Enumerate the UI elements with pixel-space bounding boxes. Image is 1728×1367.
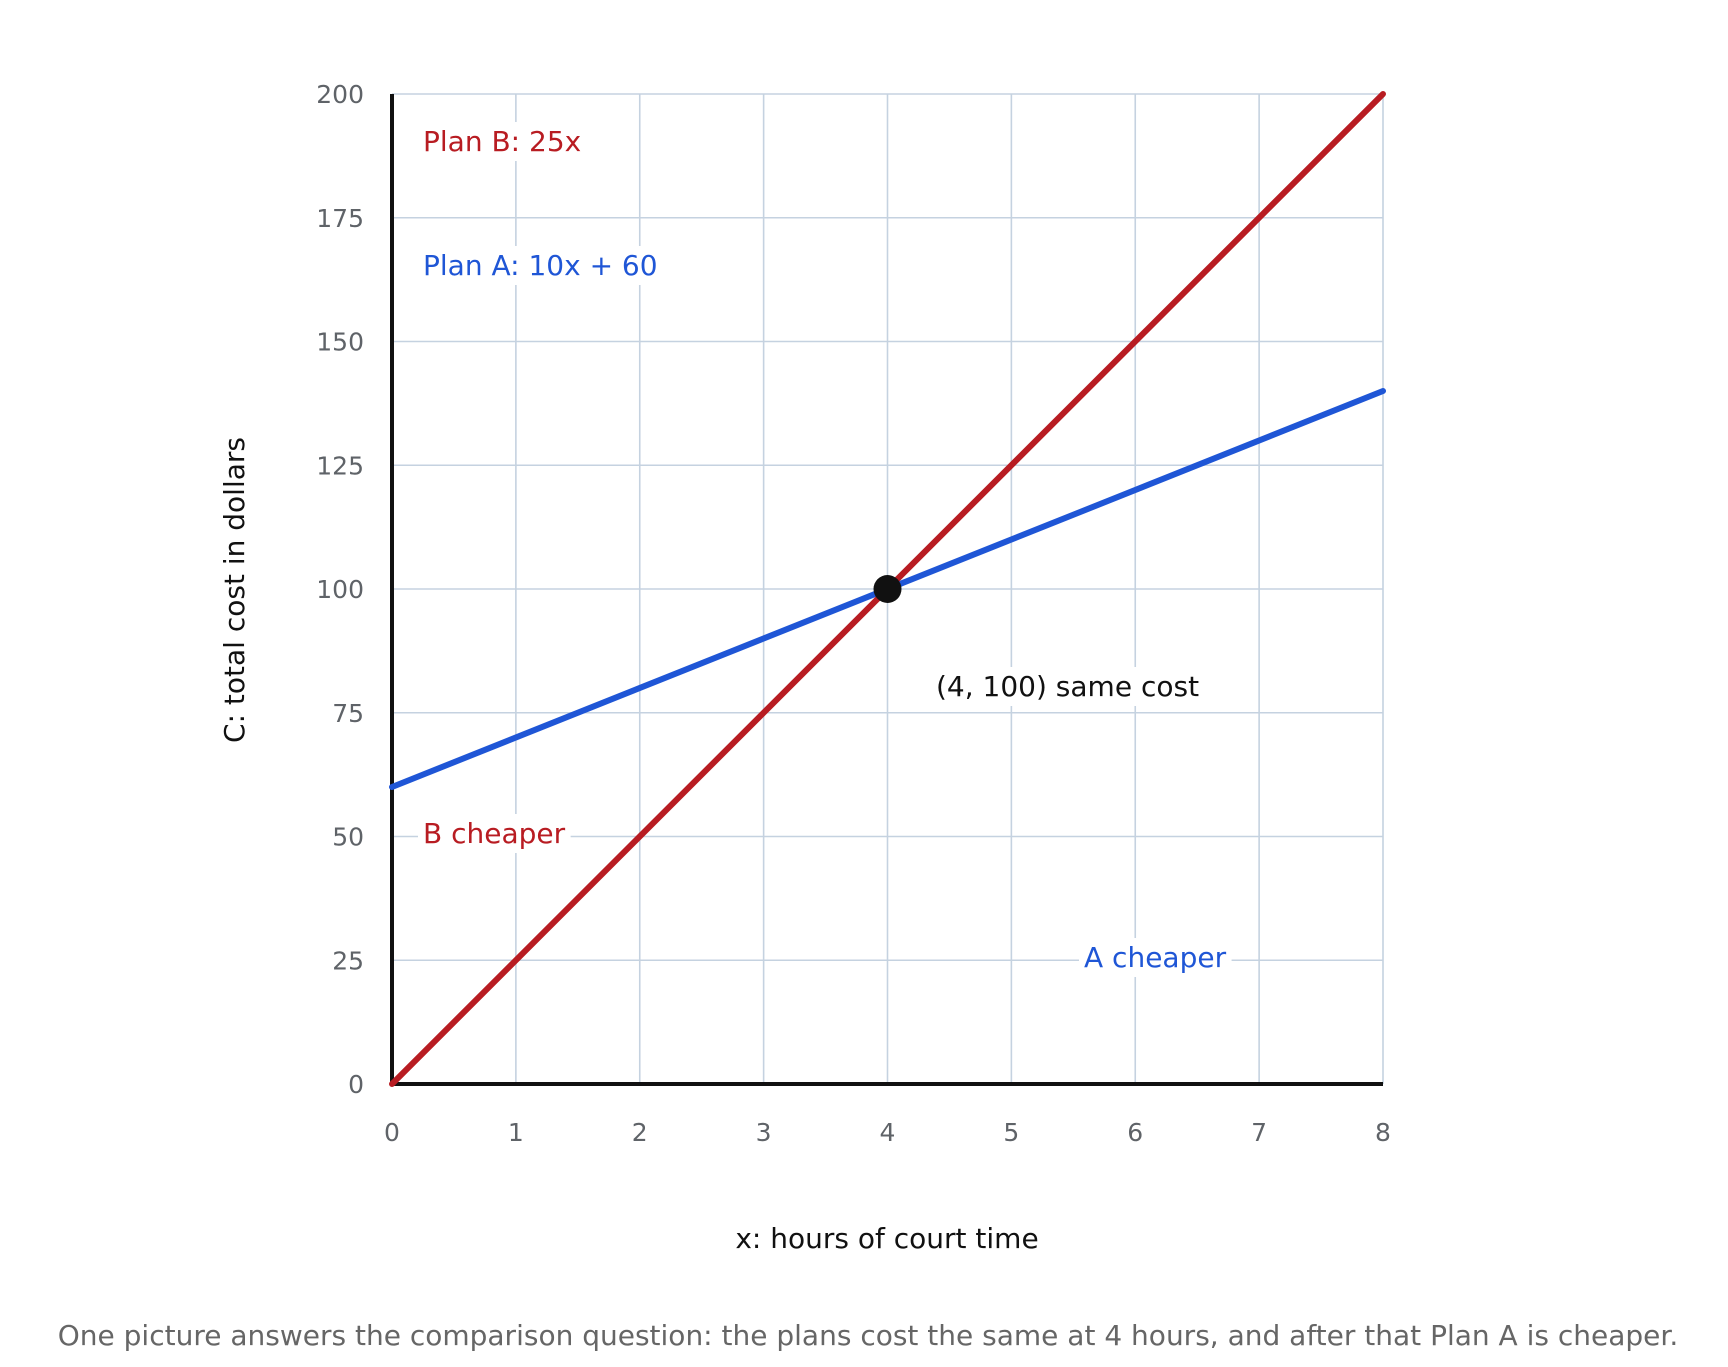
intersection-point (873, 575, 902, 603)
y-tick-label: 100 (316, 575, 364, 604)
series-label-plan-b: Plan B: 25x (423, 125, 581, 158)
x-tick-label: 3 (756, 1118, 772, 1147)
annotation-a-cheaper: A cheaper (1084, 941, 1227, 974)
x-tick-label: 0 (384, 1118, 400, 1147)
series-label-plan-a: Plan A: 10x + 60 (423, 249, 658, 282)
annotation-labels: Plan B: 25x Plan A: 10x + 60 B cheaper A… (418, 122, 1232, 977)
y-axis-title: C: total cost in dollars (218, 437, 251, 743)
axes (390, 94, 1383, 1086)
intersection-marker (873, 575, 902, 603)
x-tick-label: 4 (880, 1118, 896, 1147)
annotation-bg (418, 814, 571, 853)
chart-caption: One picture answers the comparison quest… (58, 1319, 1678, 1352)
series-label-bg (418, 246, 663, 285)
x-tick-label: 8 (1375, 1118, 1391, 1147)
y-tick-label: 200 (316, 80, 364, 109)
y-tick-label: 150 (316, 328, 364, 357)
annotation-bg (1079, 938, 1232, 977)
y-tick-label: 125 (316, 451, 364, 480)
x-tick-label: 6 (1127, 1118, 1143, 1147)
x-axis-title: x: hours of court time (735, 1222, 1038, 1255)
x-tick-label: 5 (1003, 1118, 1019, 1147)
x-tick-label: 1 (508, 1118, 524, 1147)
y-tick-label: 0 (348, 1070, 364, 1099)
grid (392, 93, 1384, 1084)
annotation-b-cheaper: B cheaper (423, 817, 566, 850)
y-tick-label: 25 (332, 946, 364, 975)
y-tick-label: 75 (332, 699, 364, 728)
intersection-label-bg (931, 667, 1205, 706)
y-tick-label: 175 (316, 204, 364, 233)
series-label-bg (418, 122, 587, 161)
x-tick-label: 2 (632, 1118, 648, 1147)
y-tick-label: 50 (332, 823, 364, 852)
tick-labels: 0 1 2 3 4 5 6 7 8 0 25 50 75 100 125 150 175 200 (316, 80, 1391, 1147)
intersection-label: (4, 100) same cost (936, 670, 1199, 703)
x-tick-label: 7 (1251, 1118, 1267, 1147)
